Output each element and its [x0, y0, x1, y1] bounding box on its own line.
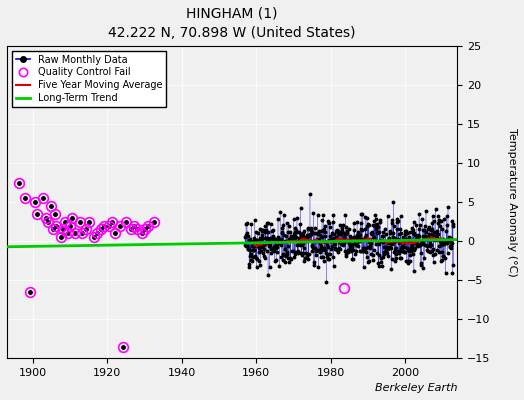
Text: Berkeley Earth: Berkeley Earth [375, 384, 457, 394]
Legend: Raw Monthly Data, Quality Control Fail, Five Year Moving Average, Long-Term Tren: Raw Monthly Data, Quality Control Fail, … [12, 51, 167, 107]
Title: HINGHAM (1)
42.222 N, 70.898 W (United States): HINGHAM (1) 42.222 N, 70.898 W (United S… [108, 7, 356, 40]
Y-axis label: Temperature Anomaly (°C): Temperature Anomaly (°C) [507, 128, 517, 276]
